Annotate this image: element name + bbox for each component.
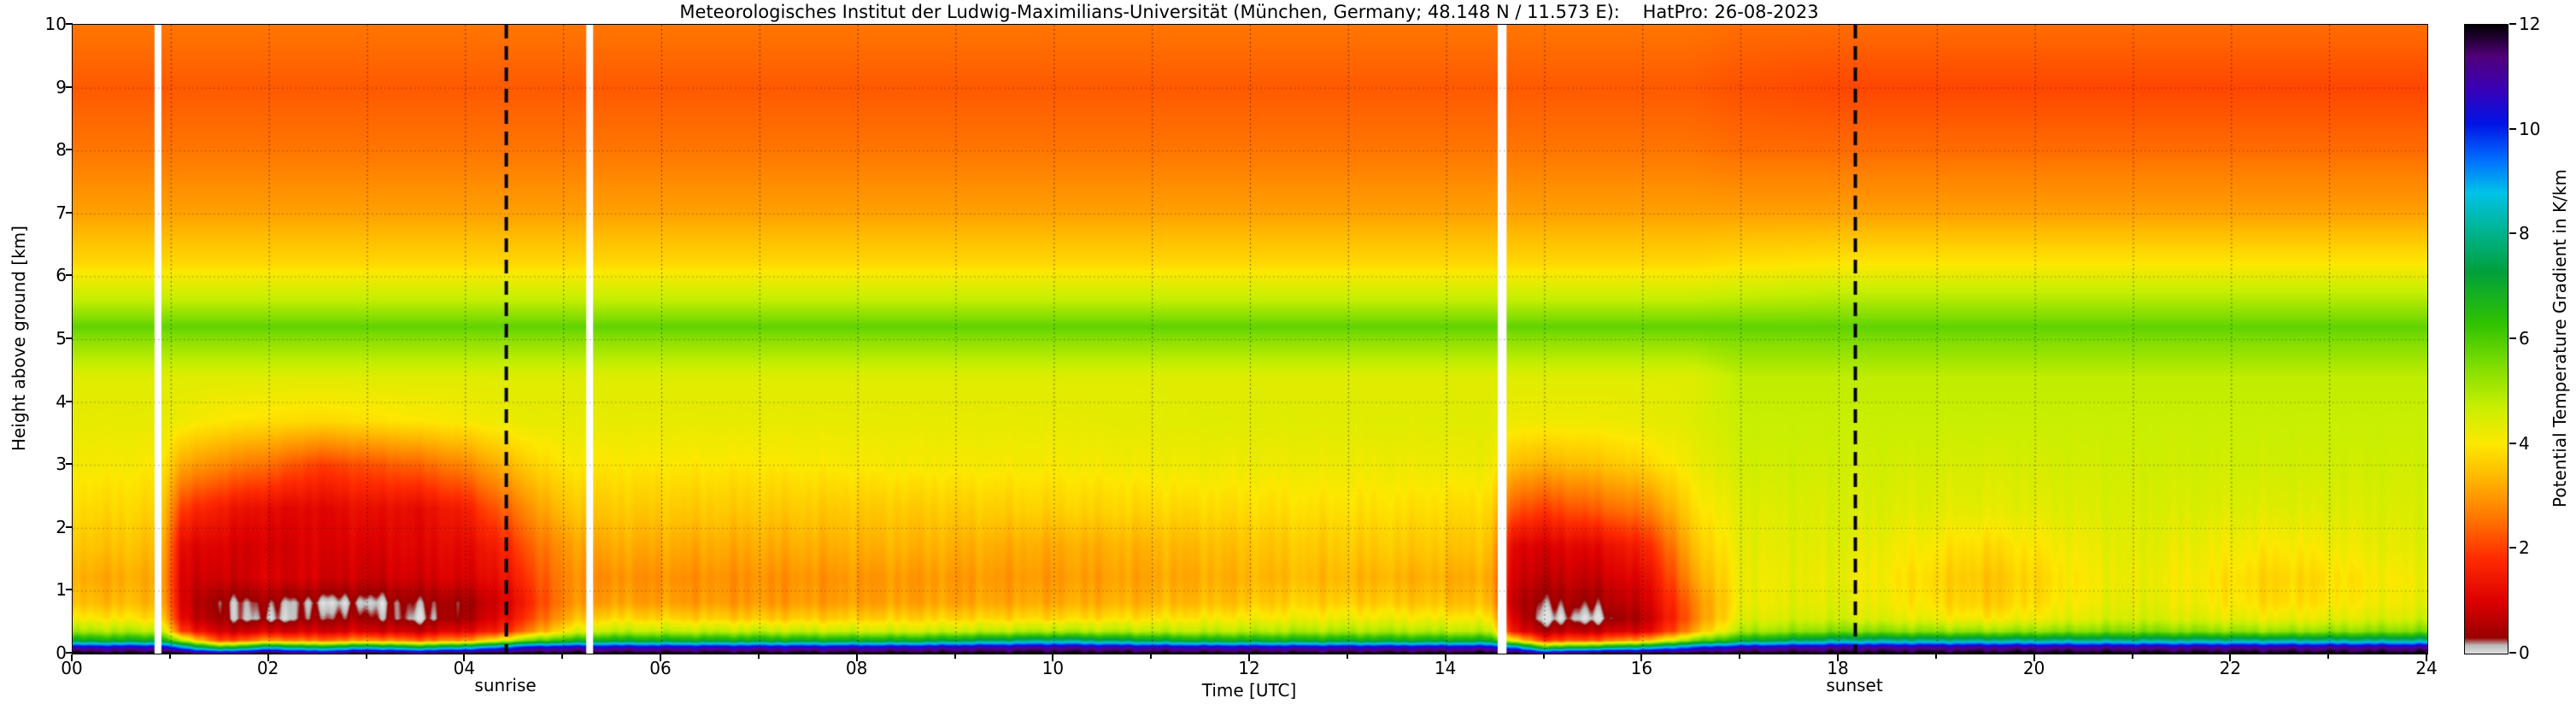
y-tick-label: 7	[56, 202, 67, 223]
x-minor-tick-mark	[2131, 654, 2133, 659]
y-tick-mark	[66, 463, 73, 466]
x-tick-mark	[855, 654, 858, 661]
colorbar-tick-label: 2	[2519, 537, 2530, 559]
colorbar-tick-label: 12	[2519, 14, 2541, 34]
colorbar-tick-label: 4	[2519, 432, 2530, 454]
y-tick-label: 5	[56, 328, 67, 349]
colorbar-tick-mark	[2509, 652, 2516, 654]
x-tick-label: 02	[256, 658, 279, 678]
y-tick-label: 9	[56, 76, 67, 97]
x-tick-mark	[2033, 654, 2035, 661]
x-tick-label: 20	[2022, 658, 2045, 678]
x-tick-mark	[71, 654, 73, 661]
x-minor-tick-mark	[168, 654, 171, 659]
x-tick-mark	[2229, 654, 2232, 661]
y-tick-mark	[66, 589, 73, 591]
heatmap-plot	[72, 24, 2428, 654]
colorbar-tick-mark	[2509, 442, 2516, 444]
y-tick-label: 10	[44, 14, 67, 34]
x-tick-label: 04	[453, 658, 476, 678]
y-tick-mark	[66, 274, 73, 277]
y-tick-mark	[66, 23, 73, 25]
y-tick-mark	[66, 85, 73, 88]
x-tick-label: 08	[845, 658, 868, 678]
colorbar-tick-mark	[2509, 547, 2516, 549]
colorbar-gradient	[2465, 25, 2508, 654]
y-tick-label: 6	[56, 265, 67, 286]
x-tick-label: 14	[1434, 658, 1457, 678]
y-axis-label: Height above ground [km]	[9, 226, 29, 451]
x-minor-tick-mark	[757, 654, 760, 659]
y-tick-label: 0	[56, 642, 67, 663]
colorbar-tick-mark	[2509, 23, 2516, 25]
x-minor-tick-mark	[1542, 654, 1545, 659]
x-minor-tick-mark	[365, 654, 367, 659]
y-tick-mark	[66, 652, 73, 654]
x-tick-mark	[660, 654, 661, 661]
x-tick-mark	[1837, 654, 1839, 661]
y-tick-mark	[66, 525, 73, 528]
colorbar-tick-mark	[2509, 337, 2516, 339]
colorbar	[2464, 24, 2509, 654]
x-tick-mark	[1248, 654, 1250, 661]
x-tick-mark	[1444, 654, 1446, 661]
y-tick-label: 8	[56, 139, 67, 161]
chart-title: Meteorologisches Institut der Ludwig-Max…	[679, 2, 1819, 22]
y-tick-label: 2	[56, 516, 67, 537]
y-tick-label: 3	[56, 454, 67, 475]
x-tick-mark	[463, 654, 466, 661]
x-minor-tick-mark	[1150, 654, 1153, 659]
heatmap-canvas	[73, 25, 2427, 654]
x-minor-tick-mark	[1346, 654, 1348, 659]
x-tick-label: 22	[2219, 658, 2242, 678]
y-tick-mark	[66, 211, 73, 214]
colorbar-tick-label: 6	[2519, 328, 2530, 349]
colorbar-tick-mark	[2509, 127, 2516, 130]
x-minor-tick-mark	[2327, 654, 2330, 659]
x-axis-label: Time [UTC]	[1201, 680, 1297, 701]
y-tick-label: 4	[56, 390, 67, 412]
x-tick-label: 06	[649, 658, 672, 678]
y-tick-mark	[66, 337, 73, 339]
x-tick-label: 12	[1238, 658, 1260, 678]
y-tick-mark	[66, 149, 73, 151]
x-minor-tick-mark	[1739, 654, 1741, 659]
x-tick-mark	[267, 654, 269, 661]
x-tick-label: 24	[2415, 658, 2438, 678]
sunset-label: sunset	[1826, 675, 1883, 695]
x-tick-mark	[1640, 654, 1643, 661]
colorbar-tick-label: 10	[2519, 118, 2541, 139]
colorbar-tick-mark	[2509, 232, 2516, 235]
x-tick-label: 16	[1630, 658, 1653, 678]
colorbar-tick-label: 8	[2519, 223, 2530, 244]
colorbar-tick-label: 0	[2519, 642, 2530, 663]
x-tick-label: 18	[1827, 658, 1849, 678]
y-tick-label: 1	[56, 579, 67, 601]
y-tick-mark	[66, 400, 73, 402]
x-tick-mark	[1052, 654, 1054, 661]
x-minor-tick-mark	[561, 654, 564, 659]
x-minor-tick-mark	[1934, 654, 1937, 659]
x-tick-mark	[2426, 654, 2427, 661]
sunrise-label: sunrise	[474, 675, 537, 695]
x-tick-label: 10	[1042, 658, 1065, 678]
x-minor-tick-mark	[954, 654, 956, 659]
x-tick-label: 00	[61, 658, 83, 678]
